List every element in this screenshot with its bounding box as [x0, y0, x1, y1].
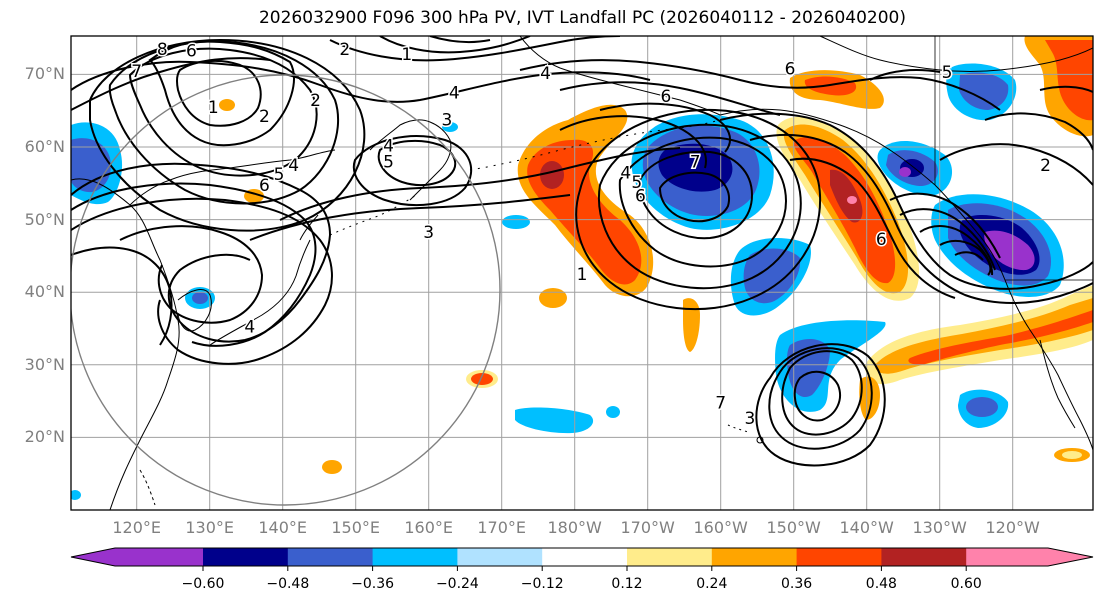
latitude-label: 30°N — [24, 354, 65, 374]
contour-label: 8 — [157, 40, 168, 60]
contour-label: 5 — [631, 173, 642, 193]
pv-contours — [71, 36, 1093, 467]
colorbar-tick-label: −0.24 — [435, 576, 479, 592]
contour-label: 4 — [540, 64, 551, 84]
colorbar-tick-label: −0.48 — [266, 576, 310, 592]
colorbar-tick-label: 0.24 — [696, 576, 728, 592]
contour-label: 3 — [442, 110, 453, 130]
contour-label: 7 — [131, 62, 142, 82]
longitude-label: 140°W — [839, 518, 894, 537]
colorbar-swatch — [711, 548, 798, 566]
contour-label: 6 — [661, 87, 672, 107]
latitude-label: 70°N — [24, 64, 65, 84]
colorbar-tick-label: 0.36 — [781, 576, 813, 592]
contour-label: 6 — [635, 187, 646, 207]
colorbar-tick-label: 0.60 — [950, 576, 982, 592]
contour-label: 2 — [259, 107, 270, 127]
longitude-label: 120°W — [985, 518, 1040, 537]
colorbar-outline — [70, 547, 1094, 567]
colorbar-tick-label: −0.36 — [351, 576, 395, 592]
colorbar-swatch — [796, 548, 882, 566]
latitude-label: 60°N — [24, 137, 65, 156]
latitude-label: 50°N — [24, 209, 65, 229]
colorbar-tick-label: 0.12 — [611, 576, 643, 592]
latitude-label: 20°N — [24, 427, 65, 447]
map-frame — [70, 35, 1094, 511]
contour-label: 6 — [259, 176, 270, 196]
colorbar-swatch — [881, 548, 967, 566]
contour-label: 6 — [876, 230, 887, 250]
colorbar — [70, 547, 1094, 571]
colorbar-swatch — [966, 548, 1093, 566]
colorbar-swatch — [542, 548, 628, 566]
longitude-label: 140°E — [258, 518, 308, 537]
contour-label: 2 — [310, 91, 321, 111]
contour-label: 6 — [785, 60, 796, 80]
colorbar-swatch — [203, 548, 289, 566]
coastlines — [71, 36, 1093, 510]
contour-label: 4 — [449, 84, 460, 104]
latitude-label: 40°N — [24, 282, 65, 302]
colorbar-swatch — [627, 548, 713, 566]
longitude-label: 170°W — [620, 518, 675, 537]
contour-label: 4 — [244, 317, 255, 337]
contour-label: 1 — [401, 45, 412, 65]
contour-label: 5 — [942, 63, 953, 83]
colorbar-tick-label: −0.12 — [520, 576, 564, 592]
contour-label: 2 — [339, 40, 350, 60]
contour-label: 4 — [288, 156, 299, 176]
longitude-label: 150°W — [766, 518, 821, 537]
longitude-label: 170°E — [477, 518, 527, 537]
contour-label: 7 — [690, 153, 701, 173]
contour-label: 1 — [208, 98, 219, 118]
longitude-label: 160°W — [693, 518, 748, 537]
longitude-label: 130°E — [185, 518, 235, 537]
contour-label: 6 — [186, 41, 197, 61]
colorbar-tick-label: 0.48 — [865, 576, 897, 592]
longitude-label: 130°W — [912, 518, 967, 537]
longitude-label: 150°E — [331, 518, 381, 537]
contour-label: 2 — [1040, 156, 1051, 176]
colorbar-tick-label: −0.60 — [181, 576, 225, 592]
longitude-label: 160°E — [404, 518, 454, 537]
colorbar-swatch — [372, 548, 458, 566]
contour-label: 4 — [620, 163, 631, 183]
longitude-label: 120°E — [112, 518, 162, 537]
contour-label: 4 — [383, 137, 394, 157]
contour-label: 5 — [383, 153, 394, 173]
longitude-label: 180°W — [547, 518, 602, 537]
plot-title: 2026032900 F096 300 hPa PV, IVT Landfall… — [258, 8, 906, 28]
contour-label: 3 — [423, 223, 434, 243]
contour-label: 5 — [274, 165, 285, 185]
contour-label: 3 — [744, 409, 755, 429]
contour-label: 7 — [715, 394, 726, 414]
landfall-radius-circle — [71, 74, 501, 506]
colorbar-swatch — [457, 548, 543, 566]
colorbar-swatch — [287, 548, 374, 566]
colorbar-swatch — [71, 548, 203, 566]
lat-lon-gridlines — [71, 36, 1093, 510]
contour-label: 1 — [577, 265, 588, 285]
